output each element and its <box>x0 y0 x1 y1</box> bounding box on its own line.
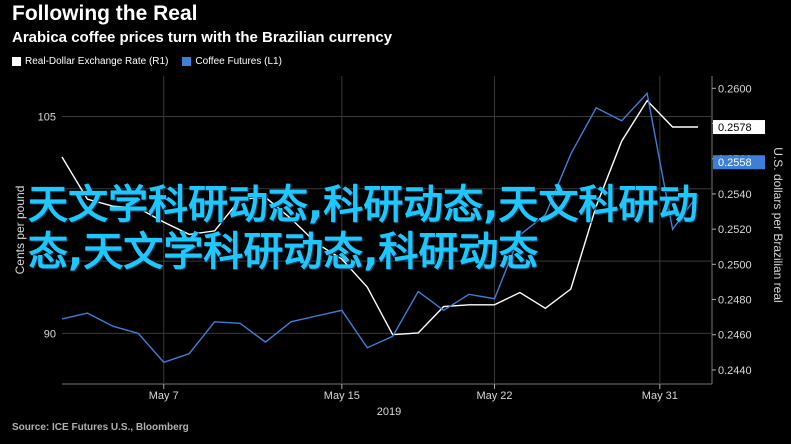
last-value-tag-0: 0.2578 <box>713 120 765 135</box>
x-tick-label: May 31 <box>642 390 678 402</box>
right-tick-label: 0.2440 <box>718 365 752 377</box>
right-tick-label: 0.2480 <box>718 295 752 307</box>
last-value-tag-1: 0.2558 <box>713 155 765 170</box>
last-value-tag-label-1: 0.2558 <box>718 157 752 169</box>
left-axis-ticks: 90 105 <box>38 111 56 340</box>
x-tick-label: May 22 <box>476 390 512 402</box>
left-tick-label: 90 <box>44 328 56 340</box>
right-tick-label: 0.2520 <box>718 224 752 236</box>
x-year-label: 2019 <box>377 406 401 418</box>
last-value-tag-bg-0 <box>713 120 765 135</box>
x-tick-label: May 15 <box>324 390 360 402</box>
right-axis-label: U.S. dollars per Brazilian real <box>771 147 785 302</box>
right-tick-label: 0.2540 <box>718 189 752 201</box>
right-tick-label: 0.2500 <box>718 259 752 271</box>
left-tick-label: 105 <box>38 111 56 123</box>
left-axis-label: Cents per pound <box>13 186 27 275</box>
series-layer <box>61 91 699 364</box>
series-line-1 <box>61 91 699 364</box>
watermark-overlay-text: 天文学科研动态,科研动态,天文科研动态,天文学科研动态,科研动态 <box>28 182 699 275</box>
legend-label-real: Real-Dollar Exchange Rate (R1) <box>25 56 169 67</box>
last-value-tag-label-0: 0.2578 <box>718 122 752 134</box>
right-tick-label: 0.2600 <box>718 83 752 95</box>
legend-item-real: Real-Dollar Exchange Rate (R1) <box>12 56 168 67</box>
chart-subtitle: Arabica coffee prices turn with the Braz… <box>12 29 393 46</box>
legend-swatch-coffee <box>182 57 192 66</box>
legend-swatch-real <box>12 57 21 66</box>
legend: Real-Dollar Exchange Rate (R1) Coffee Fu… <box>12 56 296 67</box>
grid-lines <box>62 76 713 385</box>
last-value-tag-bg-1 <box>713 155 765 170</box>
chart-title: Following the Real <box>12 2 198 25</box>
x-axis-ticks: May 7 May 15 May 22 May 31 <box>149 384 678 402</box>
right-tick-label: 0.2460 <box>718 330 752 342</box>
last-value-tags: 0.2578 0.2558 <box>713 120 765 170</box>
source-note: Source: ICE Futures U.S., Bloomberg <box>12 422 189 433</box>
legend-item-coffee: Coffee Futures (L1) <box>182 56 282 67</box>
series-line-0 <box>61 99 698 336</box>
legend-label-coffee: Coffee Futures (L1) <box>195 56 282 67</box>
x-tick-label: May 7 <box>149 390 179 402</box>
